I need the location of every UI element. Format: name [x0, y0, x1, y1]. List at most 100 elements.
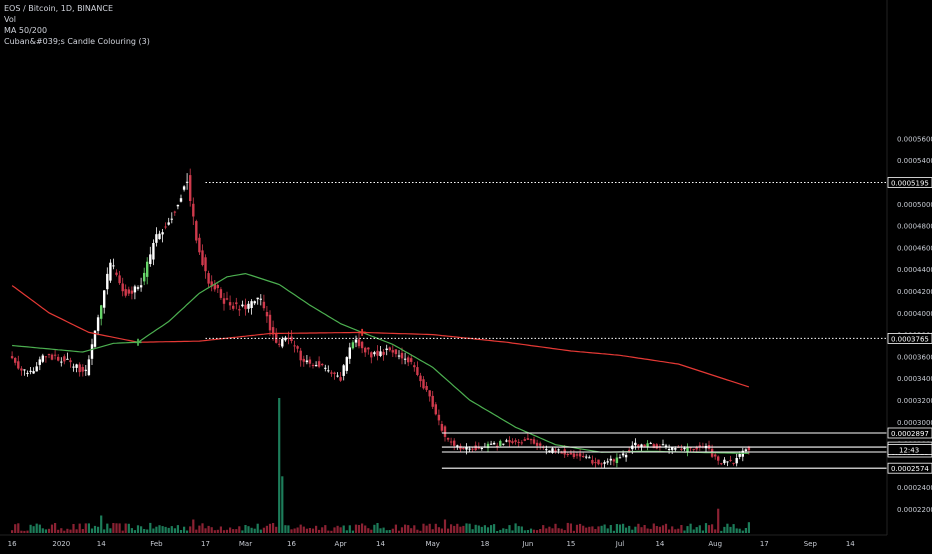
time-tick-label: 18: [480, 540, 489, 548]
time-tick-label: Jun: [521, 540, 533, 548]
candle-body: [683, 447, 686, 450]
ma-indicator-label[interactable]: MA 50/200: [4, 26, 48, 35]
volume-bar: [664, 523, 668, 533]
candle-body: [57, 356, 60, 361]
candle-body: [382, 351, 385, 355]
candle-body: [449, 441, 453, 443]
volume-bar: [345, 530, 348, 533]
volume-bar: [711, 524, 714, 533]
volume-bar: [468, 523, 471, 533]
volume-bar: [591, 526, 594, 533]
candle-body: [284, 337, 287, 341]
volume-bar: [505, 528, 508, 533]
volume-bar: [63, 530, 66, 533]
time-tick-label: Mar: [239, 540, 252, 548]
candle-body: [41, 355, 44, 362]
volume-bar: [707, 525, 711, 533]
symbol-title[interactable]: EOS / Bitcoin, 1D, BINANCE: [4, 4, 113, 13]
candle-body: [529, 439, 533, 441]
volume-bar: [490, 525, 493, 533]
candle-body: [173, 211, 177, 213]
volume-bar: [704, 523, 708, 533]
volume-bar: [668, 529, 671, 533]
death-cross-marker: [358, 328, 366, 336]
candle-body: [182, 186, 186, 190]
volume-bar: [60, 528, 63, 533]
volume-bar: [87, 523, 90, 533]
volume-bar: [698, 525, 701, 533]
volume-bar: [241, 530, 244, 533]
volume-bar: [161, 526, 164, 533]
candle-body: [360, 341, 364, 349]
candle-body: [250, 301, 253, 308]
candle-body: [281, 339, 284, 347]
candle-body: [321, 364, 324, 366]
volume-indicator-label[interactable]: Vol: [4, 15, 16, 24]
volume-bar: [723, 526, 726, 533]
candle-body: [290, 336, 293, 341]
volume-bar: [416, 529, 419, 533]
candle-body: [204, 257, 207, 272]
volume-bar: [539, 529, 542, 533]
volume-bar: [84, 523, 87, 533]
candle-body: [545, 449, 548, 451]
volume-bar: [634, 526, 637, 533]
time-tick-label: Sep: [804, 540, 818, 548]
volume-bar: [124, 523, 127, 533]
candle-body: [499, 440, 502, 446]
candle-body: [446, 437, 450, 440]
volume-bar: [268, 523, 272, 533]
candle-body: [72, 366, 75, 368]
levels-layer: [205, 182, 887, 469]
volume-bar: [514, 523, 517, 533]
time-tick-label: Aug: [708, 540, 722, 548]
volume-bar: [622, 523, 625, 533]
candle-body: [259, 298, 262, 300]
volume-bar: [520, 526, 523, 533]
volume-bar: [612, 530, 615, 533]
volume-bar: [351, 530, 354, 533]
volume-bar: [483, 525, 486, 533]
volume-bar: [103, 529, 106, 533]
volume-bar: [649, 528, 652, 533]
candle-body: [720, 463, 723, 465]
volume-bar: [336, 525, 339, 533]
volume-bar: [404, 524, 407, 533]
volume-bar: [646, 528, 649, 533]
volume-bar: [361, 523, 364, 533]
time-tick-label: 16: [8, 540, 17, 548]
candle-body: [671, 446, 674, 450]
volume-bar: [238, 526, 241, 533]
candle-body: [637, 444, 640, 448]
volume-bar: [385, 530, 388, 533]
candle-body: [388, 347, 391, 351]
volume-bar: [324, 525, 327, 533]
volume-bar: [130, 528, 133, 533]
candle-body: [532, 439, 536, 444]
price-axis[interactable]: 0.00056000.00054000.00052000.00050000.00…: [886, 0, 932, 535]
candle-body: [477, 447, 480, 449]
candle-body: [520, 442, 523, 444]
volume-bar: [195, 529, 198, 533]
candle-body: [364, 347, 367, 353]
volume-bar: [133, 530, 136, 533]
time-axis[interactable]: 16 2020 14 Feb 17 Mar 16 Apr 14 May 18 Jun 15 Jul 14 Au…: [0, 534, 887, 548]
time-tick-label: 14: [655, 540, 664, 548]
volume-bar: [450, 524, 453, 533]
candle-body: [695, 446, 698, 450]
candle-body: [456, 445, 459, 447]
volume-bar: [502, 528, 505, 533]
volume-bar: [379, 528, 382, 533]
candle-body: [210, 281, 213, 287]
volume-bar: [354, 524, 358, 533]
volume-bar: [674, 529, 677, 533]
volume-bar: [357, 525, 361, 533]
candle-body: [385, 348, 388, 350]
candle-body: [511, 441, 514, 443]
candle-body: [517, 441, 520, 443]
volume-bar: [618, 524, 622, 533]
cuban-indicator-label[interactable]: Cuban&#039;s Candle Colouring (3): [4, 37, 150, 46]
